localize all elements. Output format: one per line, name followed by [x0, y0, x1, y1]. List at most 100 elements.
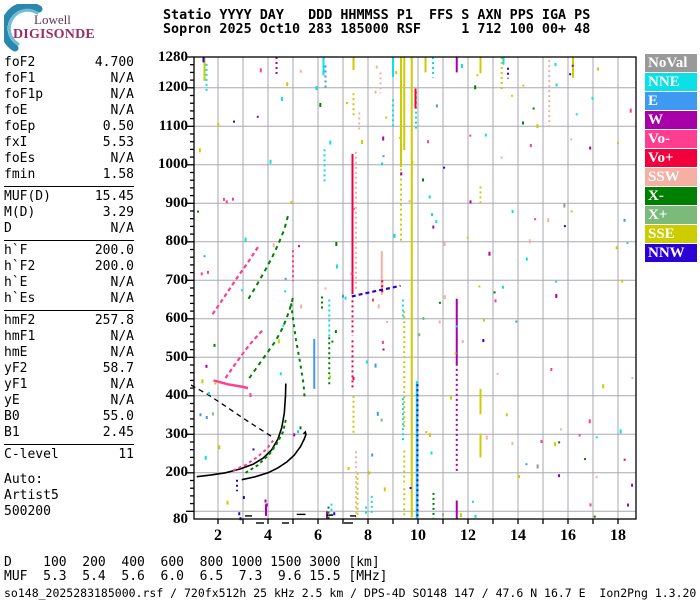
trace-spread-arc-1: [211, 245, 260, 315]
noise-dot: [272, 243, 275, 248]
y-axis-label: 800: [165, 233, 189, 250]
noise-dot: [469, 134, 472, 137]
parameter-group: C-level 11: [4, 444, 134, 466]
trace-echo-on-trace-o: [232, 438, 276, 472]
parameter-label: h`F2: [4, 259, 36, 274]
noise-dot: [589, 146, 592, 150]
y-axis-label: 80: [173, 510, 188, 527]
echo-dot: [597, 67, 599, 71]
x-axis-label: 2: [214, 527, 222, 544]
noise-dot: [593, 515, 596, 518]
noise-dot: [511, 209, 514, 213]
noise-dot: [217, 122, 220, 127]
noise-dot: [256, 115, 259, 118]
noise-dot: [588, 419, 591, 424]
parameter-label: hmF1: [4, 329, 36, 344]
noise-dot: [459, 513, 462, 518]
noise-dot: [385, 116, 388, 119]
parameter-label: D: [4, 221, 12, 236]
noise-dot: [595, 436, 598, 439]
parameter-value: N/A: [110, 291, 134, 306]
noise-dot: [425, 430, 428, 433]
noise-dot: [352, 377, 355, 381]
noise-dot: [569, 73, 572, 76]
noise-dot: [515, 320, 518, 323]
parameter-value: 3.29: [102, 205, 134, 220]
echo-dot: [207, 270, 209, 274]
logo-digisonde-text: DIGISONDE: [13, 27, 95, 42]
noise-dot: [443, 295, 446, 300]
trace-X-trace: [241, 430, 307, 481]
noise-dot: [602, 384, 605, 389]
noise-dot: [488, 251, 491, 256]
auto-scaler-line: Artist5: [4, 488, 59, 503]
y-axis-label: 400: [165, 387, 189, 404]
noise-dot: [591, 96, 594, 100]
noise-dot: [555, 280, 558, 283]
legend-item-vo: Vo+: [645, 149, 697, 167]
noise-dot: [395, 71, 398, 75]
x-axis-label: 16: [560, 527, 576, 544]
noise-dot: [346, 101, 349, 104]
echo-dot: [225, 200, 228, 204]
parameter-label: B0: [4, 409, 20, 424]
parameter-row-md: M(D) 3.29: [4, 205, 134, 221]
parameter-row-hf: h`F 200.0: [4, 243, 134, 259]
noise-dot: [240, 289, 243, 292]
noise-dot: [244, 237, 247, 242]
noise-dot: [282, 324, 285, 327]
noise-dot: [570, 210, 573, 213]
echo-dot: [265, 503, 268, 507]
digisonde-logo: Lowell DIGISONDE: [4, 4, 154, 52]
echo-dot: [375, 65, 378, 69]
auto-scaler-line: 500200: [4, 504, 51, 519]
noise-dot: [365, 360, 368, 364]
noise-dot: [232, 120, 235, 123]
parameter-row-hf2: h`F2 200.0: [4, 259, 134, 275]
parameter-label: foEp: [4, 119, 36, 134]
noise-dot: [485, 435, 488, 440]
noise-dot: [315, 86, 318, 91]
echo-dot: [344, 296, 347, 300]
trace-model-line: [190, 384, 273, 438]
noise-dot: [204, 455, 207, 460]
parameter-row-yf1: yF1 N/A: [4, 377, 134, 393]
noise-dot: [449, 395, 452, 400]
noise-dot: [380, 162, 383, 166]
noise-dot: [615, 246, 618, 250]
y-axis-label: 300: [165, 425, 189, 442]
noise-dot: [534, 218, 537, 221]
parameter-value: 200.0: [94, 243, 134, 258]
noise-dot: [532, 107, 535, 110]
parameter-label: hmF2: [4, 313, 36, 328]
noise-dot: [558, 441, 561, 444]
parameter-value: 1.58: [102, 167, 134, 182]
parameter-row-foe: foE N/A: [4, 103, 134, 119]
parameter-row-fmin: fmin 1.58: [4, 167, 134, 183]
noise-dot: [626, 242, 629, 245]
noise-dot: [536, 464, 539, 469]
noise-dot: [399, 136, 402, 139]
legend-item-noval: NoVal: [645, 54, 697, 72]
noise-dot: [547, 218, 550, 223]
parameter-group: foF2 4.700 foF1 N/A foF1p N/A foE N/A foEp 0.50 fx…: [4, 53, 134, 186]
echo-dot: [232, 197, 234, 201]
y-axis-label: 1280: [158, 48, 188, 65]
noise-dot: [334, 330, 337, 334]
noise-dot: [290, 201, 293, 205]
legend-item-nnw: NNW: [645, 244, 697, 262]
noise-dot: [555, 293, 558, 298]
echo-dot: [299, 426, 302, 430]
parameter-value: N/A: [110, 71, 134, 86]
x-axis-label: 12: [460, 527, 476, 544]
x-axis-label: 10: [410, 527, 426, 544]
noise-dot: [493, 291, 496, 294]
noise-dot: [335, 264, 338, 269]
echo-dot: [199, 413, 202, 417]
noise-dot: [623, 218, 626, 222]
noise-dot: [518, 475, 521, 479]
noise-dot: [536, 124, 539, 129]
noise-dot: [203, 255, 206, 258]
noise-dot: [563, 225, 566, 228]
echo-dot: [372, 298, 374, 302]
